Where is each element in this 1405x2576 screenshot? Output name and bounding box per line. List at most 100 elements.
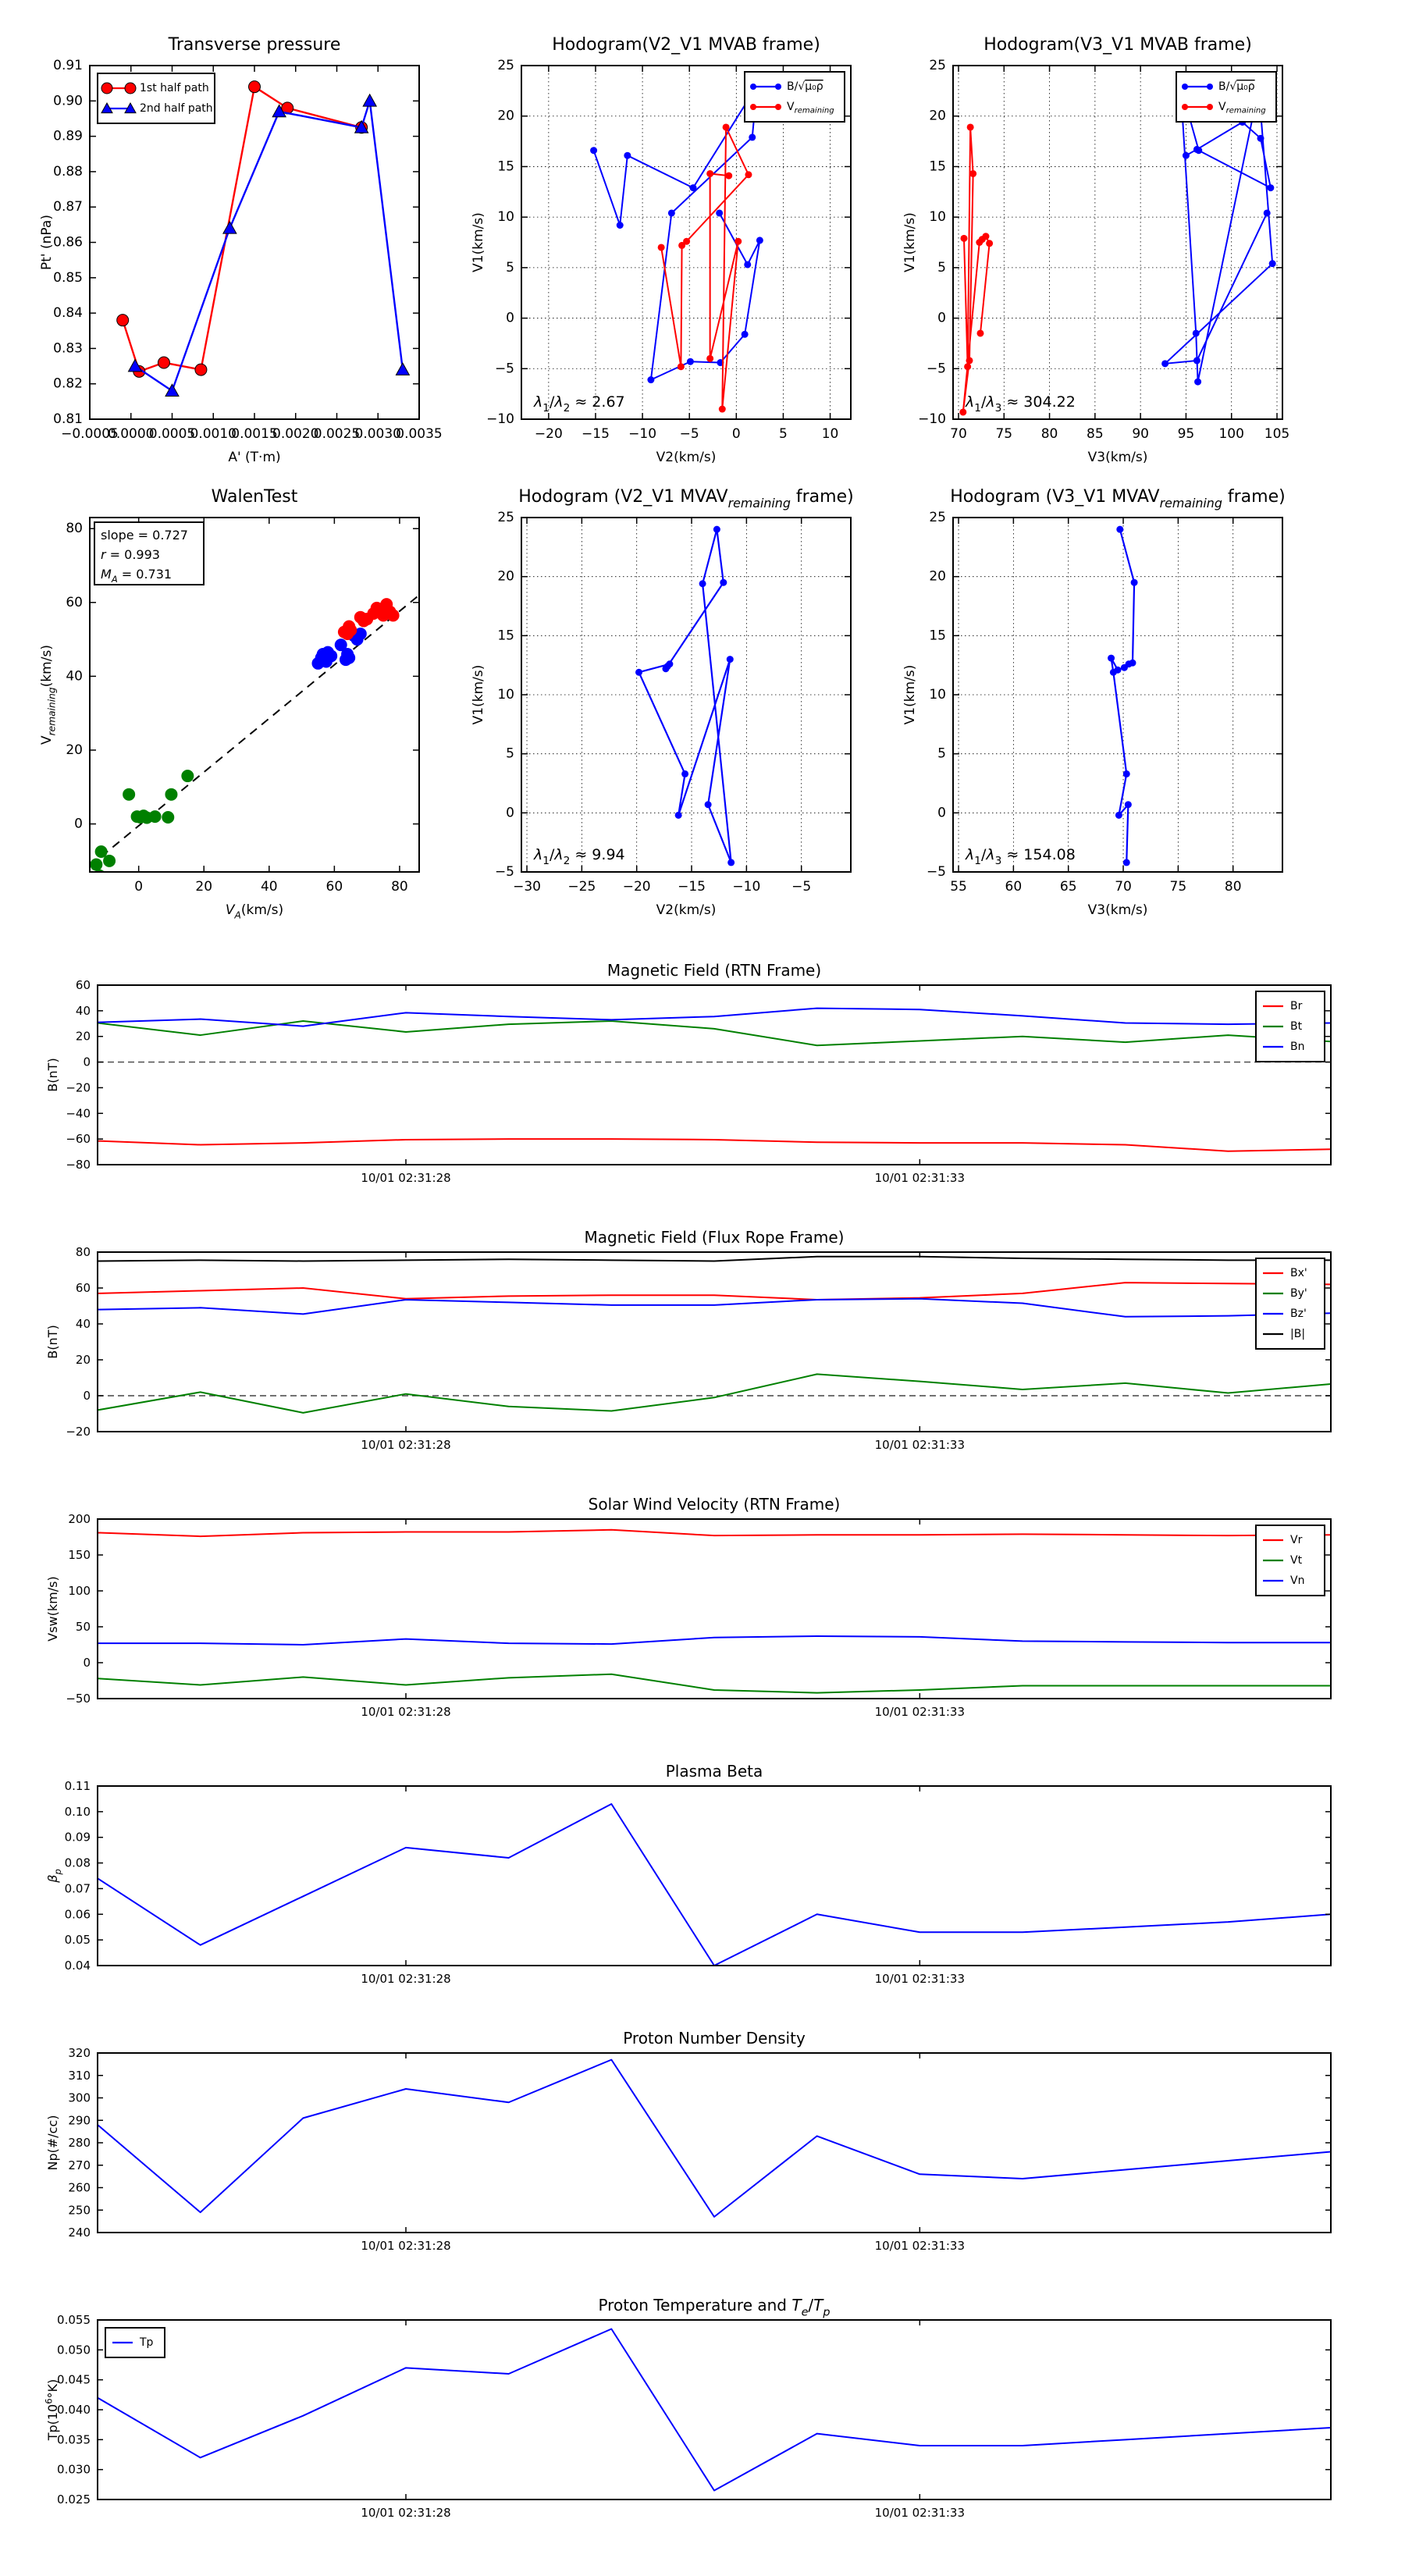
hodogram-v2v1-mvav-ytick-label: 20 [497,569,514,585]
proton-density-ticks [98,2052,1331,2233]
hodogram-v2v1-mvav-ytick-label: 10 [497,687,514,703]
mag-fluxrope-title: Magnetic Field (Flux Rope Frame) [585,1228,845,1247]
transverse-pressure-ytick-label: 0.83 [53,340,83,356]
hodogram-v2v1-mvav-xtick-label: −10 [732,879,760,895]
proton-temp-legend-label: Tp [139,2336,154,2349]
transverse-pressure-legend-label: 1st half path [140,82,209,94]
hodogram-v3v1-mvav-ytick-label: 0 [937,805,946,820]
hodogram-v3v1-mvav-xtick-label: 70 [1115,879,1132,895]
proton-density-ylabel: Np(#/cc) [45,2115,60,2171]
transverse-pressure-xtick-label: 0.0010 [190,426,237,442]
hodogram-v3v1-mvab-series-V-remaining [959,123,994,416]
hodogram-v2v1-mvav-xtick-label: −30 [513,879,541,895]
mag-fluxrope-series-Bz' [97,1297,1332,1318]
hodogram-v2v1-mvav-annotation: λ1/λ2 ≈ 9.94 [533,846,625,867]
plasma-beta-ytick-label: 0.04 [65,1959,91,1973]
transverse-pressure-ytick-label: 0.88 [53,164,83,180]
chart-proton-density: 10/01 02:31:28 10/01 02:31:33 240 250 260 270… [45,2029,1332,2253]
transverse-pressure-ytick-label: 0.85 [53,270,83,286]
proton-temp-title: Proton Temperature and Te/Tp [598,2296,830,2318]
vsw-rtn-ytick-label: −50 [66,1692,91,1706]
hodogram-v3v1-mvav-series-V-mvav [1108,525,1138,866]
hodogram-v2v1-mvab-series-V-remaining [657,123,752,413]
hodogram-v3v1-mvab-ytick-label: 10 [929,209,946,225]
hodogram-v2v1-mvav-xlabel: V2(km/s) [656,902,717,918]
mag-fluxrope-legend-label: By' [1290,1287,1307,1300]
chart-transverse-pressure: −0.00050.00000.00050.00100.00150.00200.0… [39,35,443,465]
hodogram-v3v1-mvav-title: Hodogram (V3_V1 MVAVremaining frame) [950,487,1285,511]
plasma-beta-spines [97,1785,1332,1966]
walen-test-ytick-label: 20 [66,742,83,758]
vsw-rtn-legend: Vr Vt Vn [1255,1525,1325,1596]
vsw-rtn-ytick-label: 0 [83,1656,91,1670]
hodogram-v2v1-mvab-spines [521,65,852,420]
hodogram-v3v1-mvav-xtick-label: 65 [1060,879,1077,895]
proton-temp-ytick-label: 0.045 [57,2373,91,2387]
hodogram-v3v1-mvav-ticks [953,517,1282,873]
proton-temp-xtick-label: 10/01 02:31:33 [875,2506,965,2520]
mag-rtn-legend: Br Bt Bn [1255,991,1325,1062]
hodogram-v3v1-mvav-xlabel: V3(km/s) [1088,902,1148,918]
hodogram-v3v1-mvab-series-B-alfven [1161,82,1276,386]
proton-density-ytick-label: 280 [68,2136,91,2150]
walen-test-series-walen-red [337,598,400,640]
chart-mag-fluxrope: 10/01 02:31:28 10/01 02:31:33 −20 0 20 40 60 80… [45,1228,1332,1452]
hodogram-v2v1-mvab-title: Hodogram(V2_V1 MVAB frame) [552,35,820,55]
proton-density-spines [97,2052,1332,2233]
transverse-pressure-ticks [89,65,420,420]
hodogram-v3v1-mvav-ytick-label: 5 [937,746,946,762]
proton-density-xtick-label: 10/01 02:31:33 [875,2239,965,2253]
mag-fluxrope-xtick-label: 10/01 02:31:33 [875,1438,965,1452]
proton-density-ytick-label: 320 [68,2046,91,2060]
walen-test-stats-box [94,521,205,585]
walen-test-ylabel: Vremaining(km/s) [39,645,57,745]
mag-rtn-legend-label: Bt [1290,1020,1303,1033]
plasma-beta-ytick-label: 0.11 [65,1779,91,1793]
mag-rtn-series-Bt [97,1020,1332,1047]
proton-density-ytick-label: 250 [68,2203,91,2217]
hodogram-v3v1-mvab-ytick-label: 20 [929,109,946,124]
proton-temp-ytick-label: 0.055 [57,2313,91,2327]
mag-fluxrope-ytick-label: 60 [76,1281,91,1295]
walen-test-fit-line [89,594,420,867]
hodogram-v2v1-mvav-ytick-label: 0 [506,805,514,820]
mag-rtn-series-Bn [97,1007,1332,1027]
plasma-beta-ytick-label: 0.05 [65,1933,91,1947]
hodogram-v3v1-mvab-xtick-label: 80 [1041,426,1058,442]
hodogram-v2v1-mvab-xtick-label: −20 [535,426,563,442]
proton-temp-ticks [98,2319,1331,2500]
vsw-rtn-xtick-label: 10/01 02:31:33 [875,1705,965,1719]
hodogram-v2v1-mvab-xtick-label: −10 [628,426,656,442]
hodogram-v2v1-mvab-ytick-label: 20 [497,109,514,124]
walen-test-title: WalenTest [212,487,298,507]
mag-fluxrope-xtick-label: 10/01 02:31:28 [361,1438,450,1452]
vsw-rtn-series-Vt [97,1673,1331,1694]
hodogram-v3v1-mvab-annotation: λ1/λ3 ≈ 304.22 [965,393,1076,415]
hodogram-v3v1-mvab-ylabel: V1(km/s) [902,212,918,272]
proton-density-ytick-label: 270 [68,2158,91,2172]
proton-temp-spines [97,2319,1332,2500]
hodogram-v2v1-mvab-xlabel: V2(km/s) [656,450,717,465]
hodogram-v2v1-mvav-xtick-label: −20 [623,879,651,895]
plasma-beta-ytick-label: 0.07 [65,1881,91,1895]
hodogram-v3v1-mvab-ytick-label: 0 [937,311,946,326]
vsw-rtn-ytick-label: 200 [68,1512,91,1526]
chart-plasma-beta: 10/01 02:31:28 10/01 02:31:33 0.04 0.05 0.06… [45,1762,1332,1986]
mag-rtn-ytick-label: 60 [76,978,91,992]
walen-test-stats-line: slope = 0.727 [101,528,188,543]
hodogram-v3v1-mvab-xtick-label: 95 [1178,426,1195,442]
hodogram-v3v1-mvav-ytick-label: −5 [927,864,946,880]
hodogram-v2v1-mvab-ytick-label: 25 [497,58,514,73]
vsw-rtn-spines [97,1518,1332,1699]
transverse-pressure-xtick-label: 0.0020 [272,426,318,442]
hodogram-v3v1-mvav-xtick-label: 75 [1170,879,1187,895]
proton-density-title: Proton Number Density [623,2029,806,2048]
hodogram-v3v1-mvab-xtick-label: 105 [1264,426,1289,442]
chart-walen-test: 0 20 40 60 80 0 20 40 60 80 WalenTest VA(km/s) Vrema… [39,487,420,920]
vsw-rtn-ytick-label: 150 [68,1548,91,1562]
hodogram-v2v1-mvab-xtick-label: −5 [680,426,699,442]
walen-test-xtick-label: 20 [195,879,212,895]
vsw-rtn-series-Vr [97,1528,1332,1538]
hodogram-v2v1-mvav-ticks [521,517,851,873]
hodogram-v3v1-mvab-legend-label: Vremaining [1218,101,1266,115]
